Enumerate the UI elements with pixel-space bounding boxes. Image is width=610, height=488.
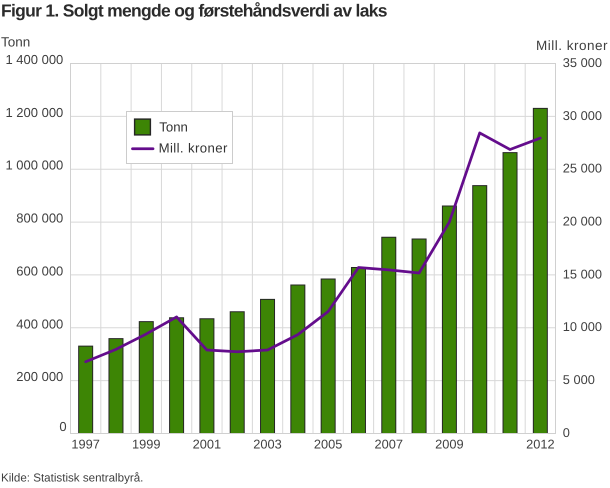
svg-text:1999: 1999 [132,437,160,452]
svg-text:2012: 2012 [526,437,554,452]
svg-text:1 400 000: 1 400 000 [5,52,63,67]
svg-text:2009: 2009 [435,437,463,452]
svg-text:2005: 2005 [314,437,342,452]
svg-text:Tonn: Tonn [1,34,30,49]
svg-text:400 000: 400 000 [16,316,63,331]
svg-text:1997: 1997 [71,437,99,452]
svg-text:1 200 000: 1 200 000 [5,105,63,120]
svg-text:15 000: 15 000 [563,266,602,281]
svg-text:2001: 2001 [193,437,221,452]
svg-text:Figur 1. Solgt mengde og først: Figur 1. Solgt mengde og førstehåndsverd… [1,0,388,20]
svg-text:5 000: 5 000 [563,372,595,387]
svg-text:2003: 2003 [253,437,281,452]
svg-text:200 000: 200 000 [16,369,63,384]
svg-text:Mill. kroner: Mill. kroner [159,140,228,155]
svg-text:30 000: 30 000 [563,108,602,123]
svg-text:Mill. kroner: Mill. kroner [536,38,608,53]
svg-text:20 000: 20 000 [563,213,602,228]
svg-text:10 000: 10 000 [563,319,602,334]
svg-text:35 000: 35 000 [563,55,602,70]
svg-text:Kilde: Statistisk sentralbyrå.: Kilde: Statistisk sentralbyrå. [1,472,143,485]
svg-text:0: 0 [563,425,570,440]
svg-text:2007: 2007 [375,437,403,452]
svg-text:Tonn: Tonn [159,119,188,134]
svg-text:0: 0 [59,419,66,434]
svg-text:800 000: 800 000 [16,211,63,226]
svg-text:25 000: 25 000 [563,161,602,176]
svg-text:1 000 000: 1 000 000 [5,158,63,173]
svg-text:600 000: 600 000 [16,263,63,278]
